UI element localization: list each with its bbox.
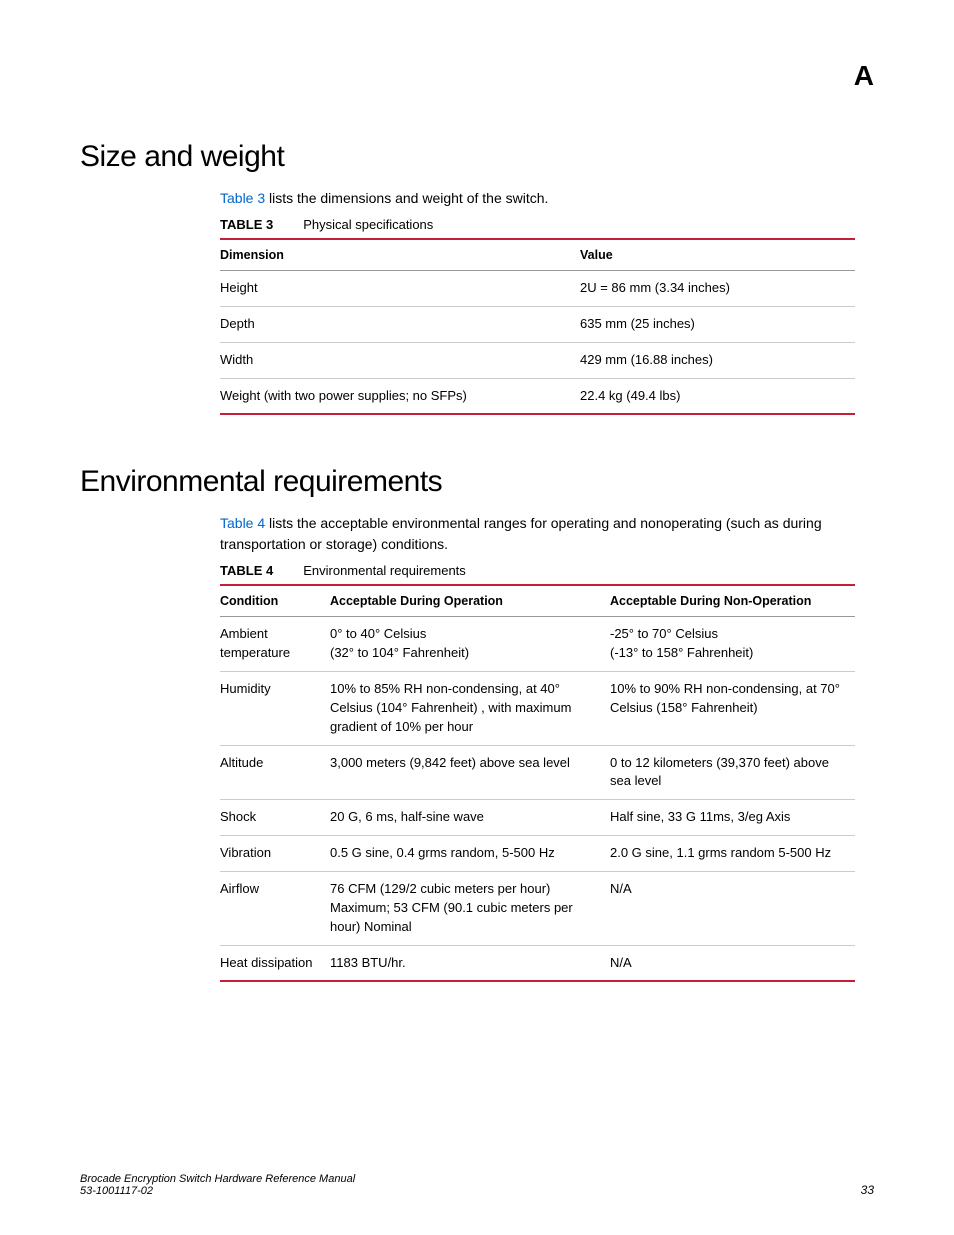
table3-physical-specs: Dimension Value Height2U = 86 mm (3.34 i… xyxy=(220,238,855,415)
table4-header-nonoperation: Acceptable During Non-Operation xyxy=(610,585,855,617)
section2-intro-rest: lists the acceptable environmental range… xyxy=(220,515,822,552)
table-cell: Humidity xyxy=(220,672,330,746)
section1-intro: Table 3 lists the dimensions and weight … xyxy=(220,188,874,209)
table-cell: 22.4 kg (49.4 lbs) xyxy=(580,378,855,414)
table-cell: 20 G, 6 ms, half-sine wave xyxy=(330,800,610,836)
table-cell: N/A xyxy=(610,945,855,981)
table4-title: Environmental requirements xyxy=(303,563,466,578)
page-footer: Brocade Encryption Switch Hardware Refer… xyxy=(80,1173,874,1197)
table-row: Shock20 G, 6 ms, half-sine waveHalf sine… xyxy=(220,800,855,836)
appendix-letter: A xyxy=(854,60,874,92)
table-row: Ambient temperature0° to 40° Celsius(32°… xyxy=(220,617,855,672)
table-row: Vibration0.5 G sine, 0.4 grms random, 5-… xyxy=(220,836,855,872)
table-cell: Ambient temperature xyxy=(220,617,330,672)
table-cell: 10% to 85% RH non-condensing, at 40° Cel… xyxy=(330,672,610,746)
table4-header-operation: Acceptable During Operation xyxy=(330,585,610,617)
table-cell: Height xyxy=(220,271,580,307)
table3-caption: TABLE 3 Physical specifications xyxy=(220,213,874,238)
document-page: A Size and weight Table 3 lists the dime… xyxy=(0,0,954,1235)
table-cell: 1183 BTU/hr. xyxy=(330,945,610,981)
table-cell: 429 mm (16.88 inches) xyxy=(580,342,855,378)
table-cell: 10% to 90% RH non-condensing, at 70° Cel… xyxy=(610,672,855,746)
table-cell: -25° to 70° Celsius(-13° to 158° Fahrenh… xyxy=(610,617,855,672)
table-cell: Weight (with two power supplies; no SFPs… xyxy=(220,378,580,414)
section-heading-size-weight: Size and weight xyxy=(80,140,874,174)
table-row: Airflow76 CFM (129/2 cubic meters per ho… xyxy=(220,871,855,945)
table4-header-condition: Condition xyxy=(220,585,330,617)
table3-header-row: Dimension Value xyxy=(220,239,855,271)
table-row: Altitude3,000 meters (9,842 feet) above … xyxy=(220,745,855,800)
table-cell: 0° to 40° Celsius(32° to 104° Fahrenheit… xyxy=(330,617,610,672)
footer-text: Brocade Encryption Switch Hardware Refer… xyxy=(80,1173,355,1197)
footer-page-number: 33 xyxy=(861,1183,874,1197)
table-cell: Shock xyxy=(220,800,330,836)
table-cell: 76 CFM (129/2 cubic meters per hour) Max… xyxy=(330,871,610,945)
section-heading-environmental: Environmental requirements xyxy=(80,465,874,499)
table-cell: 0 to 12 kilometers (39,370 feet) above s… xyxy=(610,745,855,800)
section2-intro: Table 4 lists the acceptable environment… xyxy=(220,513,874,555)
table4-label: TABLE 4 xyxy=(220,563,273,578)
table-cell: Airflow xyxy=(220,871,330,945)
table4-caption: TABLE 4 Environmental requirements xyxy=(220,559,874,584)
table-cell: 2U = 86 mm (3.34 inches) xyxy=(580,271,855,307)
table3-header-value: Value xyxy=(580,239,855,271)
table3-link[interactable]: Table 3 xyxy=(220,190,265,206)
table-cell: 2.0 G sine, 1.1 grms random 5-500 Hz xyxy=(610,836,855,872)
table-row: Heat dissipation1183 BTU/hr.N/A xyxy=(220,945,855,981)
table-cell: Width xyxy=(220,342,580,378)
table-cell: Heat dissipation xyxy=(220,945,330,981)
table-row: Height2U = 86 mm (3.34 inches) xyxy=(220,271,855,307)
table-row: Humidity10% to 85% RH non-condensing, at… xyxy=(220,672,855,746)
table-cell: Half sine, 33 G 11ms, 3/eg Axis xyxy=(610,800,855,836)
table3-label: TABLE 3 xyxy=(220,217,273,232)
table3-header-dimension: Dimension xyxy=(220,239,580,271)
table-cell: N/A xyxy=(610,871,855,945)
table-row: Width429 mm (16.88 inches) xyxy=(220,342,855,378)
footer-manual-title: Brocade Encryption Switch Hardware Refer… xyxy=(80,1173,355,1185)
table4-header-row: Condition Acceptable During Operation Ac… xyxy=(220,585,855,617)
table3-title: Physical specifications xyxy=(303,217,433,232)
table-cell: Depth xyxy=(220,306,580,342)
table-row: Depth635 mm (25 inches) xyxy=(220,306,855,342)
footer-part-number: 53-1001117-02 xyxy=(80,1185,355,1197)
section1-intro-rest: lists the dimensions and weight of the s… xyxy=(265,190,548,206)
table-cell: 635 mm (25 inches) xyxy=(580,306,855,342)
table4-link[interactable]: Table 4 xyxy=(220,515,265,531)
table-cell: 0.5 G sine, 0.4 grms random, 5-500 Hz xyxy=(330,836,610,872)
table-cell: 3,000 meters (9,842 feet) above sea leve… xyxy=(330,745,610,800)
table-cell: Vibration xyxy=(220,836,330,872)
table4-environmental: Condition Acceptable During Operation Ac… xyxy=(220,584,855,982)
table-cell: Altitude xyxy=(220,745,330,800)
table-row: Weight (with two power supplies; no SFPs… xyxy=(220,378,855,414)
